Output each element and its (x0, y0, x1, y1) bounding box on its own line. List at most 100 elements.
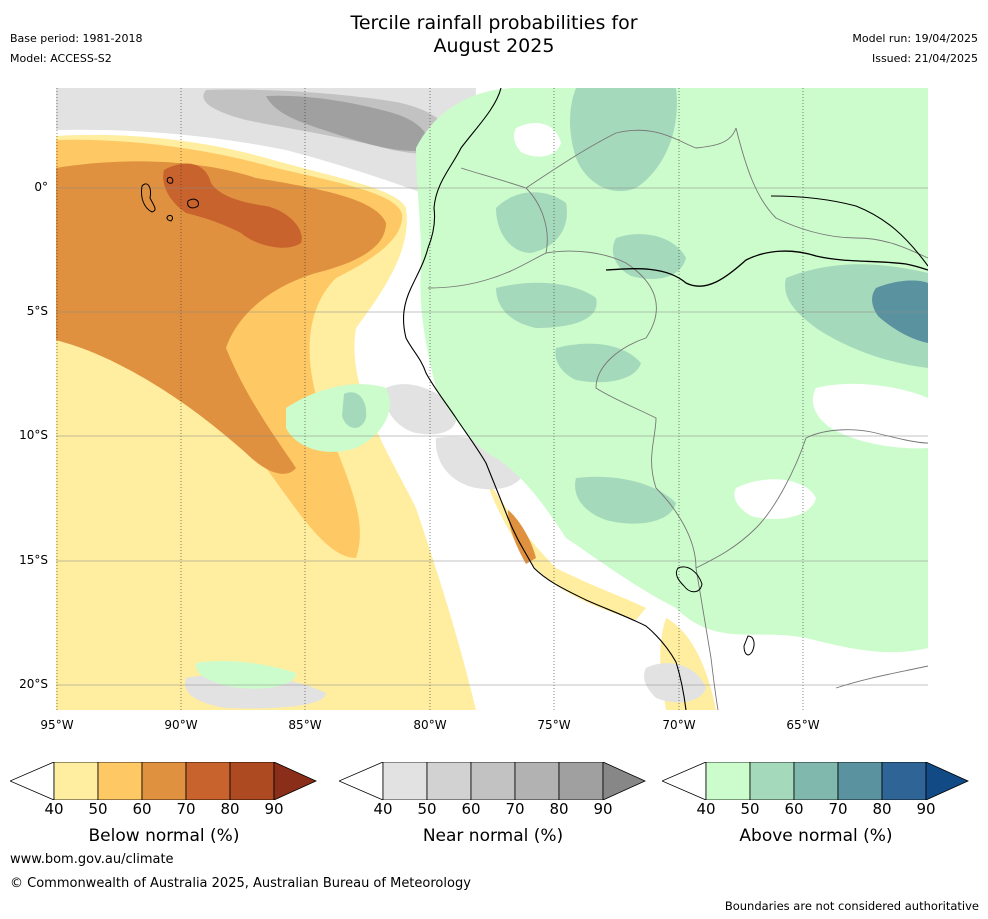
legend-caption: Below normal (%) (88, 826, 240, 846)
colorbar-tick: 40 (696, 800, 716, 818)
argentina-border (835, 665, 928, 689)
colorbar-tick: 40 (44, 800, 64, 818)
amazon-river (605, 250, 928, 287)
neutral-gap-central (734, 479, 816, 519)
colorbar-tick: 60 (461, 800, 481, 818)
above-normal-40-ocean (286, 384, 390, 452)
amazon-river-north-branch (770, 195, 928, 267)
colorbar-tick: 60 (784, 800, 804, 818)
chile-border (695, 567, 719, 710)
colorbar-swatch (97, 762, 143, 800)
colorbar-under-arrow (339, 762, 384, 800)
above-normal-50-central-1 (496, 192, 567, 253)
lat-label-20s: 20°S (19, 677, 48, 691)
neutral-gap-east (812, 383, 928, 449)
colorbar-tick: 90 (593, 800, 613, 818)
colombia-border (525, 127, 737, 189)
colorbar-swatch (53, 762, 99, 800)
model-run: Model run: 19/04/2025 (852, 32, 978, 45)
colorbar-tick: 70 (828, 800, 848, 818)
colorbar-under-arrow (10, 762, 55, 800)
legend-caption: Near normal (%) (422, 826, 564, 846)
lake-poopo (743, 635, 755, 656)
above-normal-50-north (570, 88, 677, 192)
lake-titicaca (675, 566, 703, 593)
lon-label-75w: 75°W (537, 718, 571, 732)
peru-brazil-border (545, 250, 697, 569)
colorbar-swatch (793, 762, 839, 800)
map-panel (56, 88, 928, 710)
colorbar-swatch (185, 762, 231, 800)
colorbar-near-normal (339, 762, 646, 800)
colorbar-swatch (514, 762, 560, 800)
legend-near-normal: 40 50 60 70 80 90 Near normal (%) (339, 762, 647, 846)
colorbar-swatch (229, 762, 275, 800)
colorbar-swatch (470, 762, 516, 800)
colorbar-ticks: 40 50 60 70 80 90 (10, 800, 318, 820)
below-normal-40-coast (486, 478, 646, 620)
colorbar-tick: 50 (740, 800, 760, 818)
map-title: Tercile rainfall probabilities for Augus… (0, 12, 988, 58)
neutral-gap-north (513, 123, 561, 157)
colorbar-swatch (749, 762, 795, 800)
above-normal-40-ocean-2 (195, 661, 296, 689)
above-normal-50-central-2 (612, 234, 686, 279)
graticule (56, 88, 928, 710)
colorbar-tick: 80 (220, 800, 240, 818)
copyright-text: © Commonwealth of Australia 2025, Austra… (10, 876, 471, 891)
colorbar-swatch (141, 762, 187, 800)
below-normal-70-region (163, 163, 302, 248)
base-period: Base period: 1981-2018 (10, 32, 143, 45)
colorbar-over-arrow (273, 762, 317, 800)
rainfall-probability-map (56, 88, 928, 710)
galapagos-island-espanola (166, 215, 173, 222)
colorbar-swatch (881, 762, 927, 800)
colorbar-tick: 80 (872, 800, 892, 818)
legend-caption: Above normal (%) (739, 826, 893, 846)
colorbar-swatch (426, 762, 472, 800)
lat-label-15s: 15°S (19, 553, 48, 567)
near-normal-inland-1 (385, 384, 457, 435)
colorbar-swatch (705, 762, 751, 800)
colorbar-tick: 70 (505, 800, 525, 818)
meta-right: Model run: 19/04/2025 Issued: 21/04/2025 (852, 29, 978, 69)
website-link[interactable]: www.bom.gov.au/climate (10, 852, 174, 867)
colorbar-tick: 90 (916, 800, 936, 818)
meta-left: Base period: 1981-2018 Model: ACCESS-S2 (10, 29, 142, 69)
lat-label-5s: 5°S (26, 304, 48, 318)
model-name: Model: ACCESS-S2 (10, 52, 112, 65)
colorbar-above-normal (662, 762, 969, 800)
legend-above-normal: 40 50 60 70 80 90 Above normal (%) (662, 762, 970, 846)
colorbar-tick: 80 (549, 800, 569, 818)
colorbar-tick: 50 (417, 800, 437, 818)
lon-label-80w: 80°W (413, 718, 447, 732)
colorbar-over-arrow (925, 762, 969, 800)
galapagos-islands (141, 177, 199, 222)
boundary-disclaimer: Boundaries are not considered authoritat… (724, 899, 979, 913)
colorbar-swatch (837, 762, 883, 800)
galapagos-island-santa-cruz (187, 198, 199, 209)
colorbar-tick: 90 (264, 800, 284, 818)
colorbar-tick: 40 (373, 800, 393, 818)
near-normal-80-north (266, 95, 429, 151)
lat-label-0: 0° (34, 180, 48, 194)
bolivia-border (695, 429, 928, 569)
brazil-north-border (735, 127, 928, 259)
lon-label-65w: 65°W (786, 718, 820, 732)
colorbar-tick: 50 (88, 800, 108, 818)
colorbar-tick: 60 (132, 800, 152, 818)
above-normal-50-ocean (342, 392, 367, 428)
colorbar-under-arrow (662, 762, 707, 800)
lon-label-85w: 85°W (288, 718, 322, 732)
above-normal-50-central-3 (496, 282, 597, 328)
above-normal-50-central-4 (555, 343, 641, 383)
colorbar-swatch (558, 762, 604, 800)
above-normal-50-south (575, 476, 676, 524)
galapagos-island-san-cristobal (166, 177, 174, 184)
below-normal-60-region (56, 161, 386, 474)
colorbar-tick: 70 (176, 800, 196, 818)
colorbar-swatch (382, 762, 428, 800)
issued-date: Issued: 21/04/2025 (871, 52, 978, 65)
near-normal-inland-4 (644, 663, 706, 703)
country-borders (427, 127, 928, 710)
